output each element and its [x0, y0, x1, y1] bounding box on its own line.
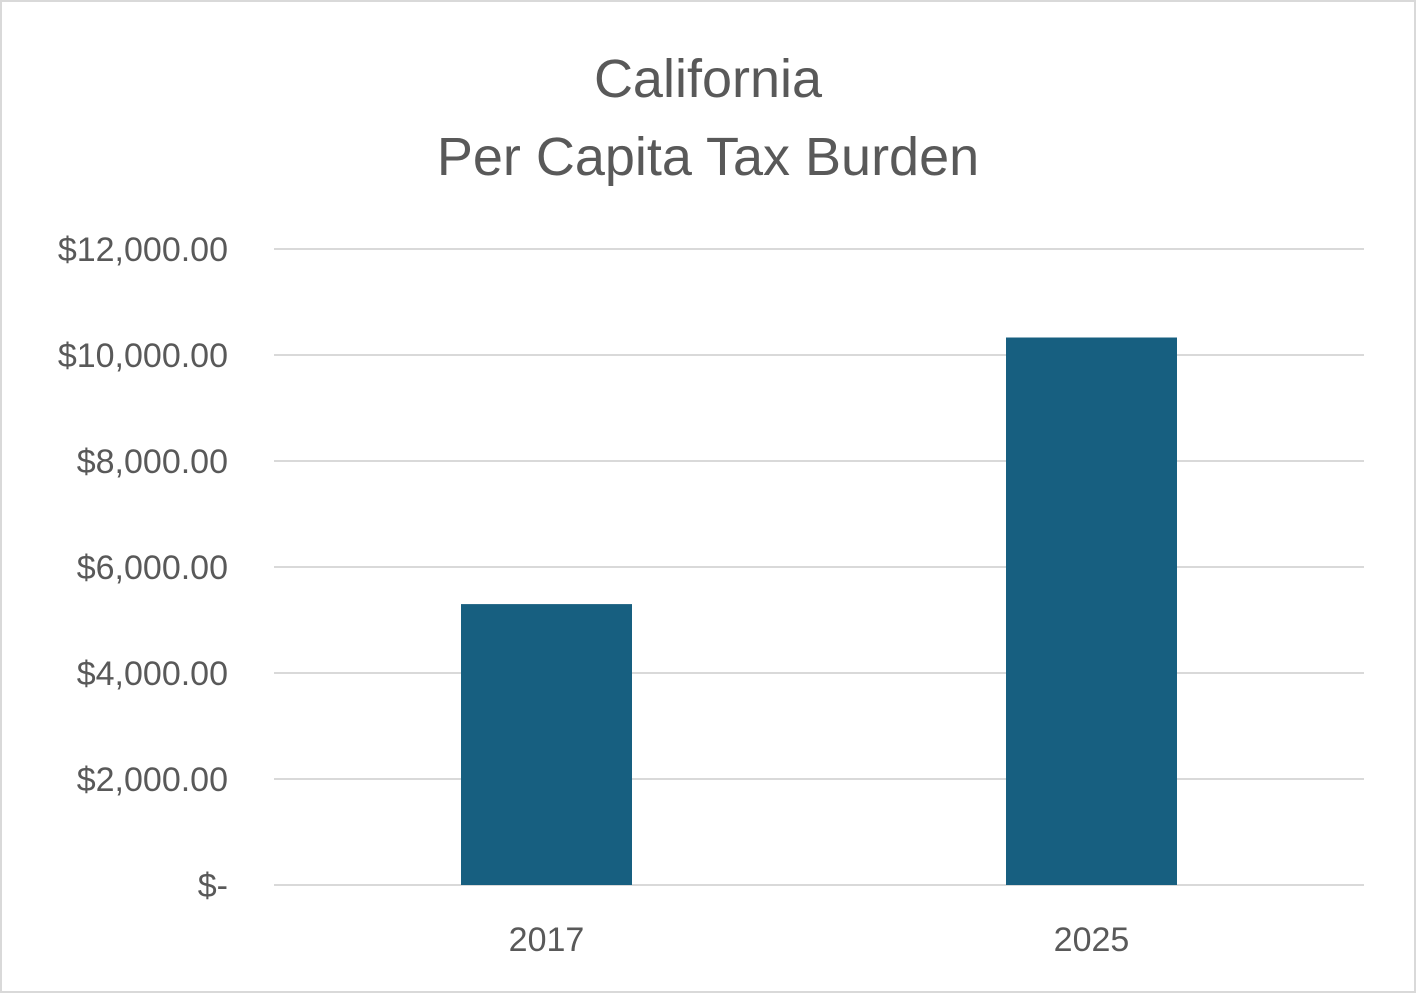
gridlines: [274, 248, 1364, 886]
bars: [461, 337, 1177, 885]
y-tick-label: $8,000.00: [77, 443, 228, 481]
y-tick-label: $-: [198, 867, 228, 905]
bar-2017: [461, 604, 632, 885]
y-axis-ticks: $- $2,000.00 $4,000.00 $6,000.00 $8,000.00 $1…: [58, 231, 228, 905]
chart-title-line-2: Per Capita Tax Burden: [437, 127, 979, 187]
y-tick-label: $12,000.00: [58, 231, 228, 269]
bar-2025: [1006, 337, 1177, 885]
chart-title: California Per Capita Tax Burden: [437, 49, 979, 187]
x-axis-ticks: 2017 2025: [509, 921, 1130, 959]
y-tick-label: $4,000.00: [77, 655, 228, 693]
y-tick-label: $6,000.00: [77, 549, 228, 587]
x-tick-label: 2017: [509, 921, 585, 959]
y-tick-label: $10,000.00: [58, 337, 228, 375]
chart-title-line-1: California: [594, 49, 823, 109]
y-tick-label: $2,000.00: [77, 761, 228, 799]
x-tick-label: 2025: [1054, 921, 1130, 959]
